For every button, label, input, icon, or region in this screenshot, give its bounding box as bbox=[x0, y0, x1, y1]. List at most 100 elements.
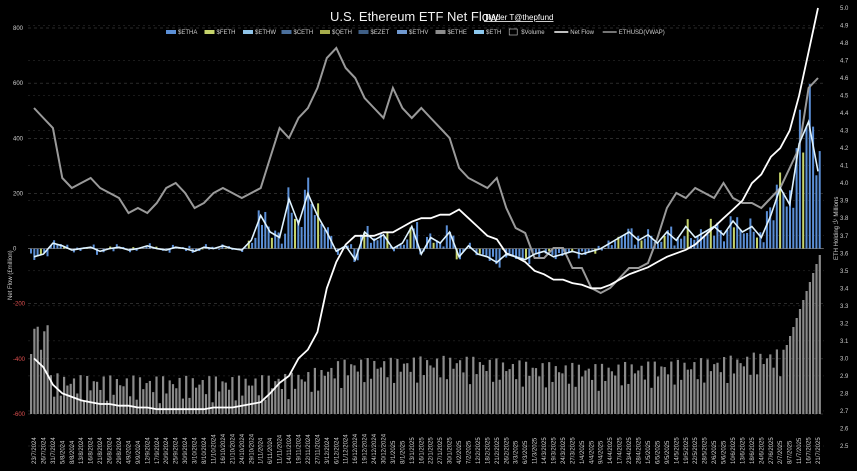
volume-bar bbox=[449, 357, 452, 414]
flow-bar bbox=[264, 211, 267, 249]
flow-bar bbox=[373, 238, 376, 249]
flow-bar bbox=[376, 240, 379, 249]
y-tick-right: 4.7 bbox=[840, 59, 849, 65]
volume-bar bbox=[498, 379, 501, 414]
volume-bar bbox=[666, 374, 670, 414]
volume-bar bbox=[802, 300, 805, 414]
x-tick: 3/3/2025 bbox=[514, 440, 520, 464]
volume-bar bbox=[657, 376, 660, 414]
volume-bar bbox=[693, 362, 696, 414]
flow-bar bbox=[445, 225, 448, 249]
flow-bar bbox=[290, 212, 293, 249]
x-tick: 29/10/2024 bbox=[249, 433, 255, 464]
volume-bar bbox=[195, 387, 198, 414]
x-tick: 18/6/2025 bbox=[750, 437, 756, 464]
volume-bar bbox=[703, 382, 706, 414]
flow-bar bbox=[135, 248, 138, 251]
volume-bar bbox=[191, 378, 194, 414]
volume-bar bbox=[482, 364, 485, 414]
volume-bar bbox=[188, 397, 191, 414]
volume-bar bbox=[313, 367, 316, 414]
flow-bar bbox=[690, 238, 692, 249]
volume-bar bbox=[82, 400, 85, 414]
flow-bar bbox=[792, 207, 795, 249]
volume-bar bbox=[350, 364, 353, 414]
volume-bar bbox=[732, 373, 736, 414]
volume-bar bbox=[119, 385, 122, 414]
flow-bar bbox=[59, 244, 62, 249]
flow-bar bbox=[703, 236, 706, 249]
flow-bar bbox=[115, 244, 118, 249]
volume-bar bbox=[399, 371, 402, 414]
flow-bar bbox=[267, 226, 270, 249]
flow-bar bbox=[746, 233, 749, 249]
x-tick: 17/4/2025 bbox=[618, 437, 624, 464]
volume-bar bbox=[115, 379, 118, 414]
flow-bar bbox=[251, 242, 254, 249]
flow-bar bbox=[630, 228, 633, 249]
volume-bar bbox=[528, 375, 531, 414]
volume-bar bbox=[759, 353, 762, 414]
flow-bar bbox=[307, 177, 310, 249]
flow-bar bbox=[56, 244, 59, 249]
flow-bar bbox=[716, 222, 719, 249]
volume-bar bbox=[686, 369, 689, 414]
flow-bar bbox=[224, 247, 227, 249]
volume-bar bbox=[402, 363, 406, 414]
x-tick: 16/8/2024 bbox=[89, 437, 95, 464]
y-tick-right: 4.4 bbox=[840, 111, 849, 117]
flow-bar bbox=[310, 203, 313, 249]
flow-bar bbox=[564, 248, 567, 253]
volume-bar bbox=[713, 364, 716, 414]
flow-bar bbox=[488, 248, 491, 261]
volume-bar bbox=[485, 371, 488, 414]
x-tick: 27/11/2024 bbox=[315, 434, 321, 464]
volume-bar bbox=[739, 363, 742, 414]
flow-bar bbox=[663, 235, 666, 249]
volume-bar bbox=[336, 361, 340, 414]
volume-bar bbox=[231, 377, 234, 414]
x-tick: 16/7/2025 bbox=[807, 437, 813, 464]
y-tick-left: -200 bbox=[13, 302, 26, 308]
y-tick-left: 800 bbox=[13, 26, 24, 32]
volume-bar bbox=[729, 355, 732, 414]
flow-bar bbox=[244, 247, 247, 249]
x-tick: 21/7/2025 bbox=[816, 437, 822, 464]
flow-bar bbox=[30, 248, 32, 254]
x-tick: 13/8/2024 bbox=[79, 437, 85, 464]
y-tick-right: 4.0 bbox=[840, 181, 849, 187]
x-tick: 21/2/2025 bbox=[495, 437, 501, 464]
flow-bar bbox=[482, 248, 485, 255]
volume-bar bbox=[287, 399, 290, 414]
y-tick-right: 4.5 bbox=[840, 94, 849, 100]
volume-bar bbox=[812, 273, 815, 414]
volume-bar bbox=[620, 385, 623, 414]
volume-bar bbox=[369, 378, 373, 414]
volume-bar bbox=[142, 389, 145, 414]
x-tick: 4/2/2025 bbox=[457, 440, 463, 464]
y-tick-left: 600 bbox=[13, 81, 24, 87]
volume-bar bbox=[39, 349, 43, 414]
flow-bar bbox=[439, 241, 442, 249]
legend-swatch bbox=[474, 30, 484, 34]
volume-bar bbox=[600, 363, 604, 414]
flow-bar bbox=[300, 227, 303, 249]
legend-label: $CETH bbox=[294, 30, 314, 36]
volume-bar bbox=[574, 386, 577, 414]
flow-bar bbox=[435, 240, 438, 249]
volume-bar bbox=[815, 264, 818, 414]
volume-bar bbox=[567, 383, 571, 414]
volume-bar bbox=[419, 356, 422, 414]
volume-bar bbox=[630, 364, 633, 414]
eth-usd-vwap-line bbox=[33, 46, 819, 295]
flow-bar bbox=[614, 241, 617, 249]
x-tick: 5/6/2025 bbox=[722, 440, 728, 464]
x-tick: 9/4/2025 bbox=[599, 440, 605, 464]
flow-bar bbox=[802, 152, 805, 249]
flow-bar bbox=[633, 244, 636, 249]
x-tick: 26/7/2024 bbox=[41, 437, 47, 464]
volume-bar bbox=[683, 362, 686, 414]
volume-bar bbox=[221, 381, 224, 414]
volume-bar bbox=[604, 380, 607, 414]
volume-bar bbox=[564, 365, 567, 414]
